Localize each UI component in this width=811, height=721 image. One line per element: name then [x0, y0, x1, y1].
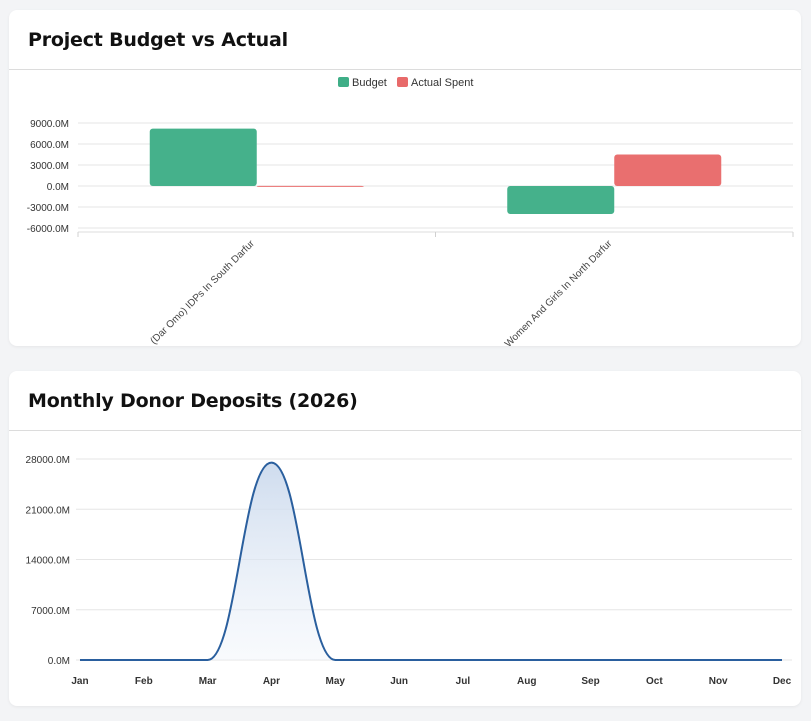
y-tick-label: 14000.0M	[26, 556, 70, 567]
x-tick-label: May	[326, 676, 346, 687]
y-tick-label: 9000.0M	[30, 119, 69, 130]
x-tick-label: Feb	[135, 676, 153, 687]
deposits-card-title: Monthly Donor Deposits (2026)	[28, 389, 358, 412]
x-tick-label: Women And Girls In North Darfur	[503, 238, 615, 346]
y-tick-label: 28000.0M	[26, 455, 70, 466]
x-tick-label: Mar	[199, 676, 217, 687]
budget-vs-actual-chart: Budget Actual Spent 9000.0M 6000.0M 3000.0M 0…	[27, 77, 794, 346]
y-tick-label: 0.0M	[47, 182, 69, 193]
legend-swatch-0	[338, 77, 349, 87]
legend-label: Actual Spent	[411, 77, 473, 89]
legend-label: Budget	[352, 77, 387, 89]
x-tick-label: Dec	[773, 676, 792, 687]
legend-swatch-1	[397, 77, 408, 87]
x-tick-label-group: Women And Girls In North Darfur	[503, 238, 615, 346]
x-tick-label: Jan	[71, 676, 88, 687]
deposits-card: Monthly Donor Deposits (2026) 28000.0M 21…	[9, 371, 801, 706]
x-tick-label: Sep	[581, 676, 599, 687]
bar-budget[interactable]	[507, 186, 615, 214]
budget-card-title: Project Budget vs Actual	[28, 28, 288, 51]
y-tick-label: -6000.0M	[27, 224, 69, 235]
series-line	[79, 461, 782, 661]
x-tick-label: Jul	[456, 676, 471, 687]
bar-actual[interactable]	[614, 154, 722, 187]
bar-actual[interactable]	[256, 185, 364, 187]
x-tick-label: (Dar Omo) IDPs In South Darfur	[148, 238, 257, 346]
budget-card-header: Project Budget vs Actual	[9, 10, 801, 70]
y-tick-label: 21000.0M	[26, 505, 70, 516]
budget-card: Project Budget vs Actual Budget Actual Sp…	[9, 10, 801, 346]
y-tick-label: 3000.0M	[30, 161, 69, 172]
y-tick-label: 7000.0M	[31, 606, 70, 617]
area-fill	[80, 462, 782, 660]
y-tick-label: -3000.0M	[27, 203, 69, 214]
bar-budget[interactable]	[149, 128, 257, 186]
y-tick-label: 6000.0M	[30, 140, 69, 151]
x-tick-label: Oct	[646, 676, 663, 687]
x-tick-label-group: (Dar Omo) IDPs In South Darfur	[148, 238, 257, 346]
x-tick-label: Nov	[709, 676, 728, 687]
y-tick-label: 0.0M	[48, 656, 70, 667]
x-tick-label: Apr	[263, 676, 280, 687]
x-tick-label: Aug	[517, 676, 536, 687]
deposits-card-header: Monthly Donor Deposits (2026)	[9, 371, 801, 431]
x-tick-label: Jun	[390, 676, 408, 687]
